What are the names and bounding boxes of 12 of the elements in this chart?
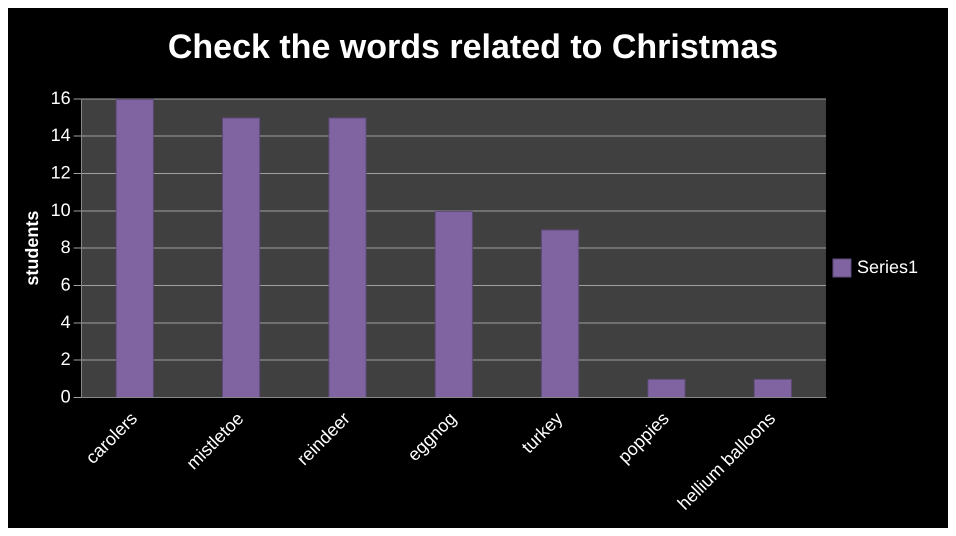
y-tick-label: 4 [60,312,71,332]
y-tick-label: 16 [50,88,71,108]
y-axis-title: students [22,210,42,286]
y-tick-label: 0 [60,386,71,406]
y-tick-label: 12 [50,162,71,182]
y-tick-label: 10 [50,200,71,220]
y-tick-label: 14 [50,125,71,146]
y-tick-label: 6 [60,274,71,294]
y-tick-label: 8 [60,237,71,258]
chart-title: Check the words related to Christmas [168,28,778,66]
legend-label: Series1 [856,256,918,277]
y-tick-label: 2 [60,349,71,370]
